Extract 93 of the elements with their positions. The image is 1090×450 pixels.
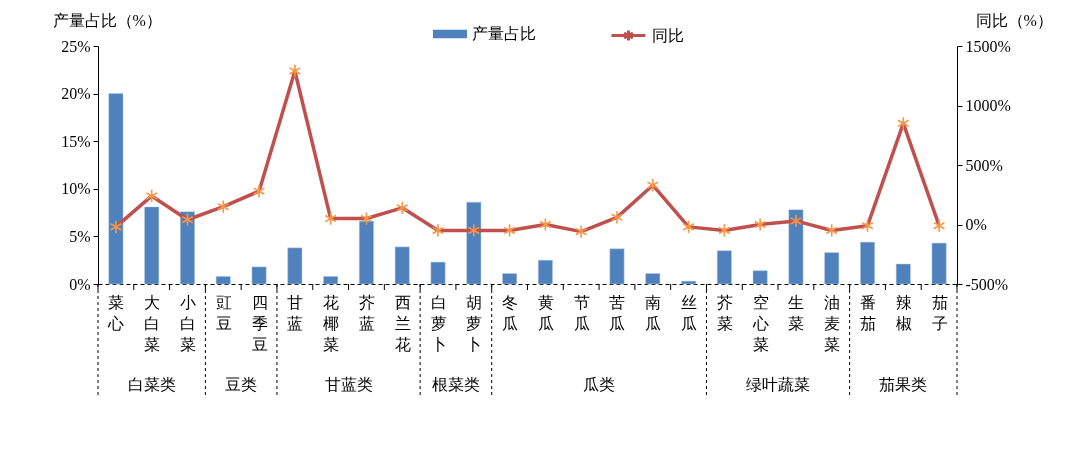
y-tick-label: 25% <box>61 37 91 55</box>
point <box>610 210 624 225</box>
y2-tick-label: -500% <box>965 275 1009 293</box>
legend-label: 产量占比 <box>472 25 537 42</box>
point <box>539 217 552 232</box>
x-tick-label: 丝瓜 <box>681 293 698 332</box>
bar <box>323 276 339 285</box>
y2-tick-label: 1500% <box>965 37 1011 55</box>
x-tick-label: 油麦菜 <box>824 293 841 353</box>
point <box>431 223 445 238</box>
x-tick-label: 四季豆 <box>251 293 268 353</box>
x-tick-label: 节瓜 <box>573 293 590 332</box>
bar <box>466 201 482 285</box>
point <box>503 223 516 238</box>
point <box>718 223 731 238</box>
bar <box>716 250 732 285</box>
bar <box>860 241 875 285</box>
x-tick-label: 冬瓜 <box>502 293 519 332</box>
text: 根菜类 <box>431 376 480 393</box>
bar <box>359 220 374 285</box>
x-tick-label: 小白菜 <box>179 293 196 353</box>
point <box>145 189 158 203</box>
x-tick-label: 豇豆 <box>215 293 232 332</box>
bar <box>180 211 195 285</box>
bar <box>537 259 553 285</box>
bar <box>108 93 124 285</box>
point <box>789 214 803 228</box>
bar <box>645 273 661 285</box>
bar <box>824 252 840 285</box>
x-tick-label: 白萝卜 <box>430 293 447 353</box>
x-tick-label: 菜心 <box>107 293 125 332</box>
point <box>217 199 230 214</box>
bar <box>895 263 911 285</box>
x-tick-label: 生菜 <box>788 293 805 332</box>
y2-tick-label: 0% <box>965 216 987 233</box>
point <box>360 211 373 226</box>
x-tick-label: 西兰花 <box>394 293 411 353</box>
text: 绿叶蔬菜 <box>746 376 811 393</box>
y-tick-label: 0% <box>69 275 91 293</box>
x-tick-label: 茄子 <box>931 293 948 332</box>
x-tick-label: 芥菜 <box>716 293 733 332</box>
bar <box>430 261 446 285</box>
bar <box>681 280 696 285</box>
bar <box>931 242 947 285</box>
x-tick-label: 番茄 <box>860 293 877 332</box>
text: 甘蓝类 <box>324 376 373 393</box>
legend-label: 同比 <box>651 26 684 44</box>
bar <box>394 246 410 285</box>
x-tick-label: 辣椒 <box>895 293 912 332</box>
point <box>861 218 874 233</box>
text: 白菜类 <box>127 376 176 393</box>
y-tick-label: 5% <box>69 227 91 245</box>
point <box>181 212 194 227</box>
x-tick-label: 芥蓝 <box>358 293 375 332</box>
bar <box>144 206 160 285</box>
point <box>825 223 838 238</box>
text: 豆类 <box>225 376 258 393</box>
x-tick-label: 甘蓝 <box>287 293 304 332</box>
text: 瓜类 <box>583 376 616 393</box>
x-tick-label: 大白菜 <box>144 293 161 353</box>
y-tick-label: 15% <box>61 132 91 150</box>
y2-tick-label: 1000% <box>965 97 1011 114</box>
point <box>682 219 695 234</box>
x-tick-label: 空心菜 <box>751 293 769 353</box>
bar <box>287 247 303 285</box>
point <box>288 64 301 78</box>
point <box>754 217 767 232</box>
point <box>646 178 659 193</box>
bar <box>251 266 267 285</box>
x-tick-label: 黄瓜 <box>537 293 554 332</box>
x-tick-label: 胡萝卜 <box>466 293 483 353</box>
x-tick-label: 南瓜 <box>645 293 662 332</box>
point <box>932 218 946 233</box>
bar <box>788 209 804 285</box>
point <box>467 223 480 238</box>
bar <box>609 248 625 285</box>
y-tick-label: 10% <box>61 180 91 198</box>
point <box>109 219 123 234</box>
point <box>324 211 337 226</box>
point <box>396 200 409 215</box>
y2-tick-label: 500% <box>965 156 1003 174</box>
y2-axis-title: 同比（%） <box>975 11 1053 29</box>
point <box>897 116 910 131</box>
bar <box>215 276 231 285</box>
y-axis-title: 产量占比（%） <box>52 11 162 29</box>
bar <box>502 273 518 285</box>
point <box>252 184 266 199</box>
point <box>575 224 588 239</box>
x-tick-label: 苦瓜 <box>609 293 626 332</box>
text: 茄果类 <box>879 376 928 393</box>
y-tick-label: 20% <box>61 85 91 103</box>
bar <box>752 270 768 285</box>
x-tick-label: 花椰菜 <box>323 293 340 353</box>
